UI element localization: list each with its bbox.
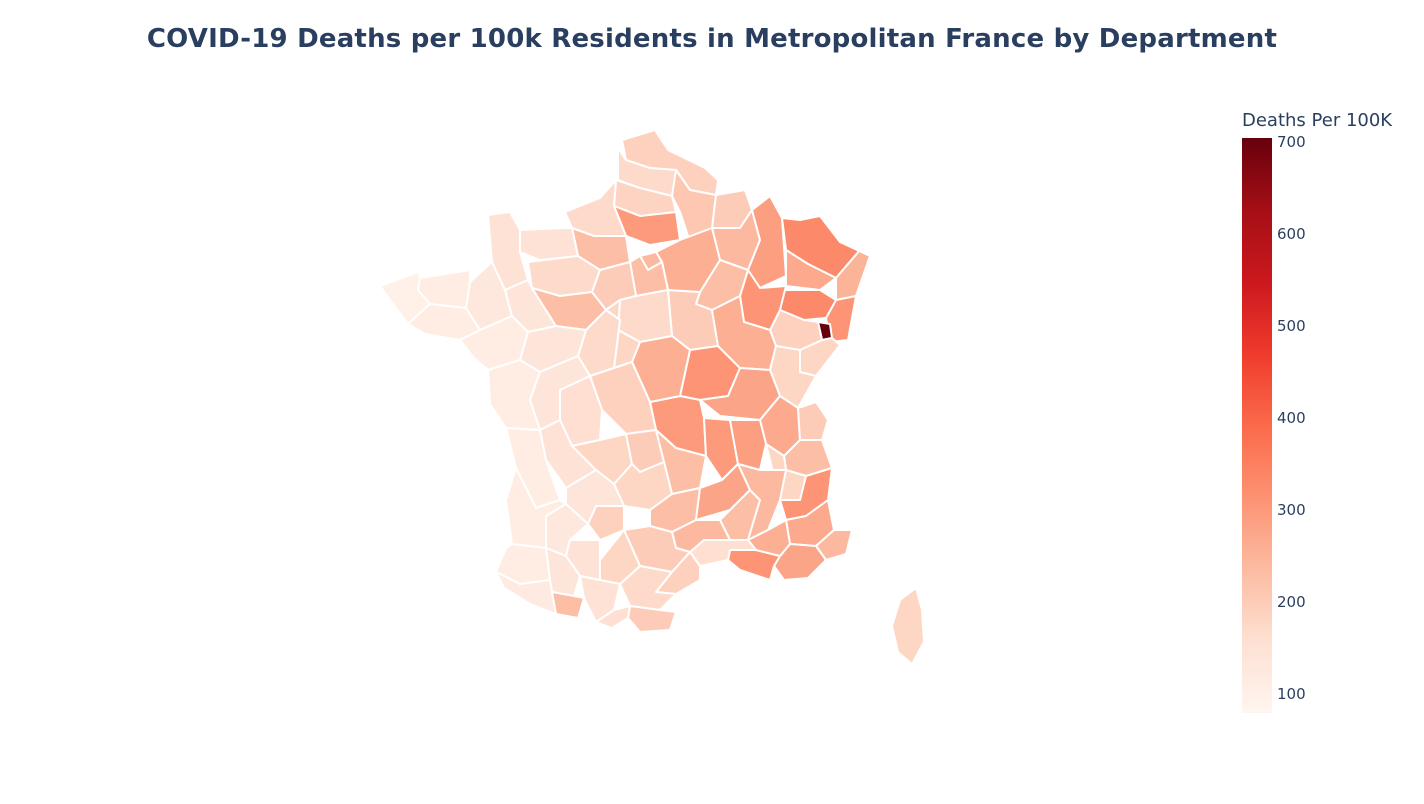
department-rhone[interactable]: Rhone: 290 xyxy=(729,419,767,471)
department-saone-et-loire[interactable]: Saone-et-Loire: 280 xyxy=(699,367,781,421)
colorbar-tick-label: 200 xyxy=(1277,592,1306,611)
chart-title: COVID-19 Deaths per 100k Residents in Me… xyxy=(146,24,1278,54)
department-corse[interactable]: Corse: 180 xyxy=(891,587,925,665)
colorbar-tick-label: 600 xyxy=(1277,224,1306,243)
colorbar-tick-label: 100 xyxy=(1277,684,1306,703)
colorbar xyxy=(1242,138,1272,713)
department-ariege[interactable]: Ariege: 160 xyxy=(595,605,631,629)
department-var[interactable]: Var: 280 xyxy=(773,543,827,581)
colorbar-tick-label: 500 xyxy=(1277,316,1306,335)
colorbar-tick-label: 700 xyxy=(1277,132,1306,151)
department-hautes-pyrenees[interactable]: Hautes-Pyrenees: 230 xyxy=(551,591,585,619)
department-pyrenees-orientales[interactable]: Pyrenees-Orientales: 200 xyxy=(627,605,677,633)
colorbar-tick-label: 400 xyxy=(1277,408,1306,427)
department-meuse[interactable]: Meuse: 290 xyxy=(747,195,787,289)
department-layer: Nord: 190Pas-de-Calais: 170Somme: 185Ais… xyxy=(379,129,925,665)
department-indre[interactable]: Indre: 190 xyxy=(589,361,657,435)
colorbar-tick-label: 300 xyxy=(1277,500,1306,519)
department-correze[interactable]: Correze: 180 xyxy=(613,461,673,511)
department-calvados[interactable]: Calvados: 150 xyxy=(519,227,579,261)
department-haute-savoie[interactable]: Haute-Savoie: 200 xyxy=(797,401,829,441)
colorbar-title: Deaths Per 100K xyxy=(1242,110,1393,131)
